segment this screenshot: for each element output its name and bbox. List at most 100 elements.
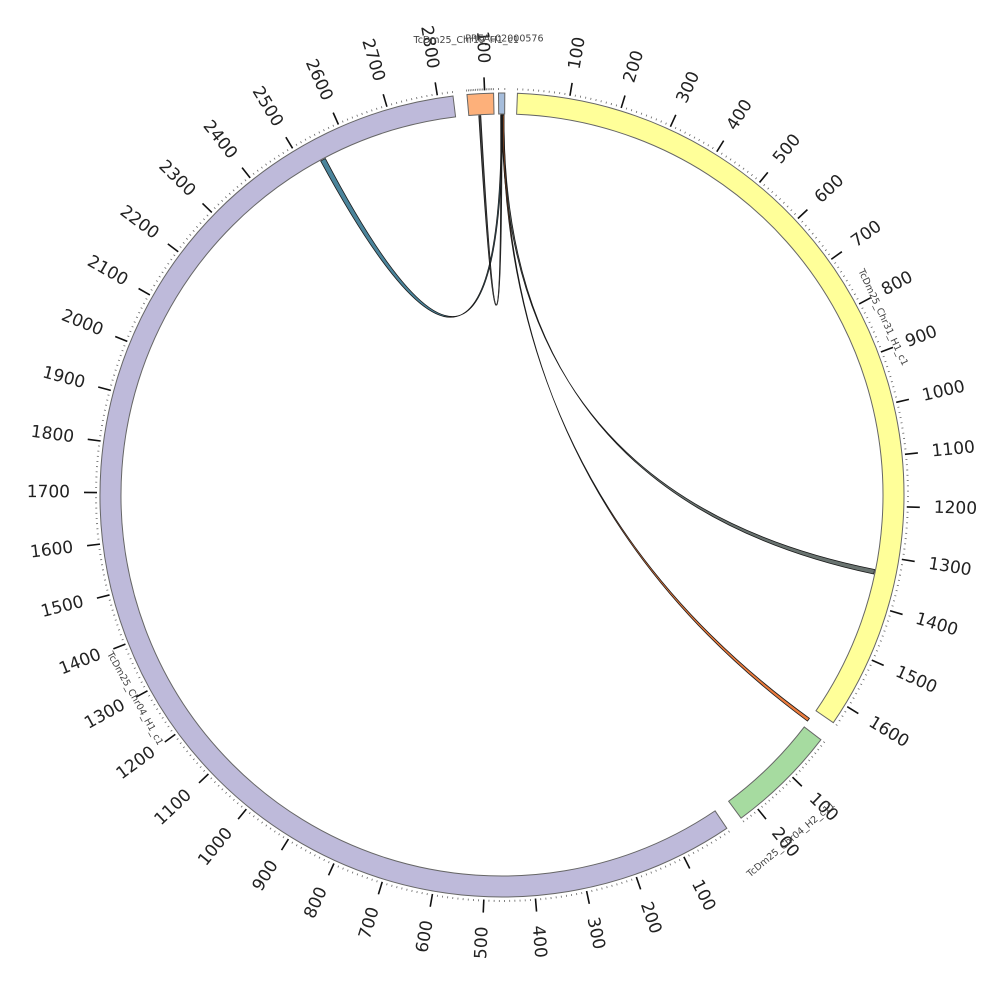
tick-label: 500 bbox=[471, 926, 492, 959]
tick-label: 1300 bbox=[81, 695, 129, 733]
minor-tick bbox=[381, 106, 382, 108]
tick-label: 900 bbox=[903, 322, 940, 352]
minor-tick bbox=[233, 799, 234, 801]
minor-tick bbox=[352, 117, 353, 119]
minor-tick bbox=[310, 852, 311, 854]
tick-label: 1400 bbox=[56, 645, 104, 680]
minor-tick bbox=[110, 385, 112, 386]
minor-tick bbox=[162, 717, 164, 718]
minor-tick bbox=[159, 276, 161, 277]
minor-tick bbox=[867, 670, 869, 671]
minor-tick bbox=[887, 621, 889, 622]
minor-tick bbox=[237, 186, 238, 188]
minor-tick bbox=[134, 322, 136, 323]
minor-tick bbox=[301, 141, 302, 143]
major-tick bbox=[902, 559, 915, 561]
minor-tick bbox=[789, 781, 790, 782]
minor-tick bbox=[892, 606, 894, 607]
minor-tick bbox=[834, 262, 836, 263]
minor-tick bbox=[765, 803, 766, 805]
minor-tick bbox=[772, 191, 773, 192]
major-tick bbox=[98, 387, 111, 390]
tick-label: 1700 bbox=[27, 482, 70, 502]
minor-tick bbox=[707, 845, 708, 847]
minor-tick bbox=[362, 875, 363, 877]
minor-tick bbox=[636, 111, 637, 113]
minor-tick bbox=[376, 108, 377, 110]
minor-tick bbox=[253, 816, 254, 818]
minor-tick bbox=[865, 674, 867, 675]
minor-tick bbox=[190, 234, 192, 235]
minor-tick bbox=[391, 103, 392, 105]
minor-tick bbox=[839, 720, 841, 721]
minor-tick bbox=[820, 745, 822, 746]
tick-label: 2300 bbox=[154, 156, 199, 201]
minor-tick bbox=[229, 193, 230, 194]
minor-tick bbox=[631, 879, 632, 881]
minor-tick bbox=[808, 760, 810, 761]
tick-label: 2200 bbox=[116, 202, 163, 244]
minor-tick bbox=[703, 142, 704, 144]
major-tick bbox=[435, 82, 437, 95]
minor-tick bbox=[196, 763, 198, 764]
minor-tick bbox=[869, 322, 871, 323]
tick-label: 1100 bbox=[931, 437, 976, 461]
minor-tick bbox=[203, 770, 204, 771]
minor-tick bbox=[728, 831, 729, 833]
minor-tick bbox=[879, 346, 881, 347]
minor-tick bbox=[712, 147, 713, 149]
minor-tick bbox=[689, 134, 690, 136]
minor-tick bbox=[882, 636, 884, 637]
minor-tick bbox=[218, 785, 219, 786]
minor-tick bbox=[372, 879, 373, 881]
tick-label: 800 bbox=[300, 884, 332, 922]
minor-tick bbox=[113, 615, 115, 616]
minor-tick bbox=[110, 605, 112, 606]
tick-label: 300 bbox=[673, 68, 705, 106]
minor-tick bbox=[122, 350, 124, 351]
tick-label: 1500 bbox=[39, 592, 86, 622]
tick-label: 100 bbox=[565, 35, 590, 70]
minor-tick bbox=[292, 842, 293, 844]
minor-tick bbox=[392, 885, 393, 887]
minor-tick bbox=[128, 654, 130, 655]
minor-tick bbox=[174, 255, 176, 256]
tick-label: 400 bbox=[528, 925, 551, 959]
minor-tick bbox=[631, 109, 632, 111]
segment-tcdm25-chr19-h1-c1 bbox=[467, 93, 494, 115]
major-tick bbox=[333, 113, 338, 125]
minor-tick bbox=[233, 190, 234, 192]
minor-tick bbox=[849, 285, 851, 286]
major-tick bbox=[484, 77, 485, 90]
minor-tick bbox=[843, 276, 845, 277]
minor-tick bbox=[680, 129, 681, 131]
tick-label: 2600 bbox=[301, 56, 337, 104]
minor-tick bbox=[183, 747, 185, 748]
minor-tick bbox=[880, 641, 882, 642]
minor-tick bbox=[796, 774, 797, 775]
tick-label: 300 bbox=[582, 915, 608, 951]
minor-tick bbox=[877, 341, 879, 342]
minor-tick bbox=[779, 198, 780, 199]
tick-label: 1600 bbox=[865, 712, 912, 752]
tick-label: 900 bbox=[249, 857, 283, 895]
major-tick bbox=[97, 595, 110, 598]
minor-tick bbox=[324, 859, 325, 861]
major-tick bbox=[430, 894, 432, 907]
tick-label: 1500 bbox=[892, 662, 940, 698]
major-tick bbox=[758, 809, 766, 819]
tick-label: 1300 bbox=[927, 554, 973, 581]
major-tick bbox=[896, 399, 909, 402]
minor-tick bbox=[860, 684, 862, 685]
minor-tick bbox=[850, 702, 852, 703]
minor-tick bbox=[270, 161, 271, 163]
minor-tick bbox=[118, 630, 120, 631]
minor-tick bbox=[694, 137, 695, 139]
minor-tick bbox=[857, 298, 859, 299]
minor-tick bbox=[739, 165, 740, 167]
minor-tick bbox=[794, 213, 795, 214]
tick-label: 600 bbox=[811, 171, 848, 208]
major-tick bbox=[168, 244, 178, 252]
minor-tick bbox=[143, 303, 145, 304]
